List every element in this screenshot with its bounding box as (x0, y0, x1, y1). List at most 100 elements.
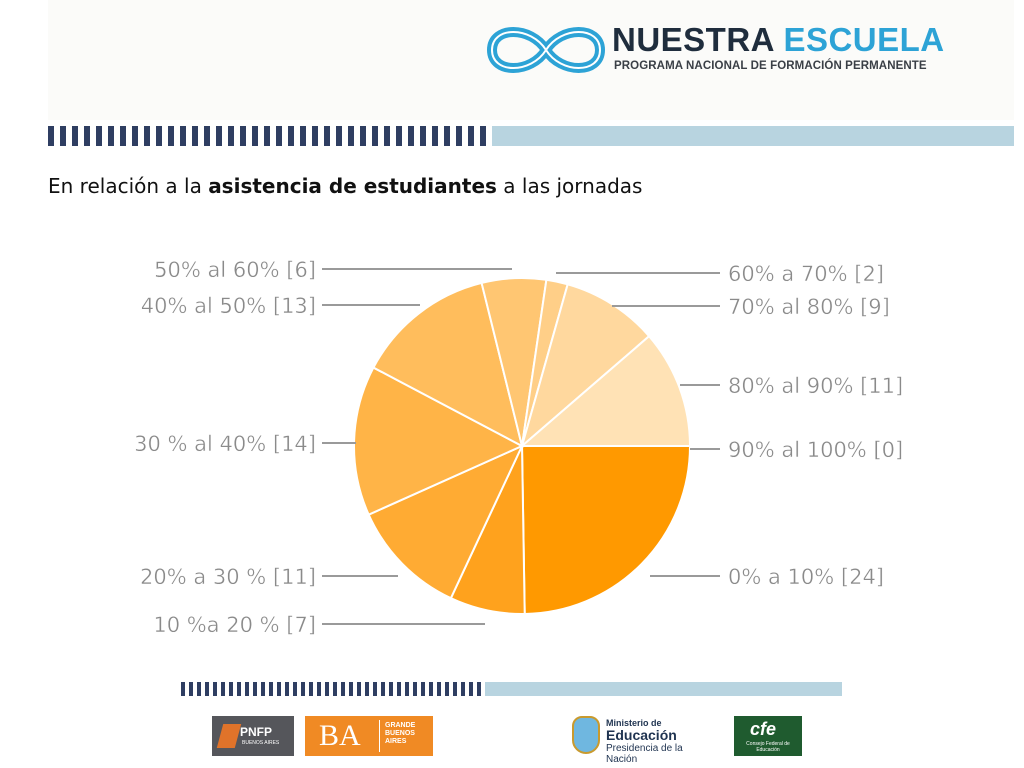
stripe-dash (396, 126, 402, 146)
stripe-dash (365, 682, 369, 696)
stripe-dash (72, 126, 78, 146)
stripe-dash (216, 126, 222, 146)
stripe-dash (405, 682, 409, 696)
stripe-dash (228, 126, 234, 146)
stripe-dash (420, 126, 426, 146)
stripe-dash (156, 126, 162, 146)
ba-sub-line-3: AIRES (385, 738, 407, 745)
ba-divider (379, 720, 380, 752)
stripe-dash (468, 126, 474, 146)
stripe-dash (108, 126, 114, 146)
stripe-dash (189, 682, 193, 696)
stripe-dash (168, 126, 174, 146)
stripe-dash (309, 682, 313, 696)
stripe-dash (213, 682, 217, 696)
brand-word-2: ESCUELA (783, 21, 945, 58)
stripe-dash (372, 126, 378, 146)
stripe-dash (360, 126, 366, 146)
stripe-dash (293, 682, 297, 696)
stripe-dash (381, 682, 385, 696)
stripe-dash (60, 126, 66, 146)
stripe-dash (300, 126, 306, 146)
stripe-dash (221, 682, 225, 696)
stripe-dash (301, 682, 305, 696)
stripe-dash (384, 126, 390, 146)
stripe-dash (269, 682, 273, 696)
stripe-dash (408, 126, 414, 146)
ba-sub-line-2: BUENOS (385, 730, 415, 737)
stripe-dash (204, 126, 210, 146)
slide-title-suffix: a las jornadas (496, 174, 643, 198)
stripe-dash (312, 126, 318, 146)
stripe-dash (373, 682, 377, 696)
stripe-dash (437, 682, 441, 696)
stripe-dash (349, 682, 353, 696)
ministerio-logo: Ministerio de Educación Presidencia de l… (566, 716, 716, 765)
stripe-dash (285, 682, 289, 696)
stripe-dash (264, 126, 270, 146)
pnfp-label: PNFP (240, 725, 273, 739)
stripe-dash (477, 682, 481, 696)
brand-subtitle: PROGRAMA NACIONAL DE FORMACIÓN PERMANENT… (614, 60, 927, 72)
stripe-dash (240, 126, 246, 146)
pie-slice (520, 283, 651, 449)
ministerio-line-2: Educación (606, 727, 677, 743)
cfe-sublabel: Consejo Federal de Educación (746, 741, 790, 753)
pie-slice-label: 30 % al 40% [14] (134, 432, 316, 456)
slide-title-emphasis: asistencia de estudiantes (208, 174, 497, 198)
stripe-dash (429, 682, 433, 696)
stripe-dash (181, 682, 185, 696)
stripe-dash (336, 126, 342, 146)
stripe-dash (397, 682, 401, 696)
argentina-shield-icon (572, 716, 600, 754)
stripe-dash (96, 126, 102, 146)
stripe-dash (453, 682, 457, 696)
stripe-dash (192, 126, 198, 146)
pie-slice-label: 70% al 80% [9] (728, 295, 890, 319)
stripe-dash (432, 126, 438, 146)
stripe-dash (277, 682, 281, 696)
stripe-dash (357, 682, 361, 696)
cfe-logo: cfe Consejo Federal de Educación (734, 716, 802, 756)
stripe-dash (276, 126, 282, 146)
stripe-dash (461, 682, 465, 696)
pie-slice (520, 445, 692, 615)
pie-slice-label: 10 %a 20 % [7] (153, 613, 316, 637)
stripe-dash (237, 682, 241, 696)
ministerio-line-1: Ministerio de (606, 718, 662, 728)
ministerio-line-3: Presidencia de la Nación (606, 743, 683, 765)
stripe-dash (445, 682, 449, 696)
stripe-dash (324, 126, 330, 146)
slide-title: En relación a la asistencia de estudiant… (48, 174, 642, 198)
stripe-dash (252, 126, 258, 146)
slide-title-prefix: En relación a la (48, 174, 209, 198)
stripe-dash (348, 126, 354, 146)
stripe-dash (288, 126, 294, 146)
brand-title: NUESTRA ESCUELA (612, 20, 945, 60)
stripe-dash (84, 126, 90, 146)
pie-slice (372, 281, 524, 448)
stripe-dash (413, 682, 417, 696)
stripe-dash (144, 126, 150, 146)
stripe-dash (469, 682, 473, 696)
stripe-dash (389, 682, 393, 696)
pie-slice-label: 60% a 70% [2] (728, 262, 884, 286)
pie-slice-label: 40% al 50% [13] (141, 294, 316, 318)
stripe-dash (317, 682, 321, 696)
stripe-dash (421, 682, 425, 696)
stripe-dash (120, 126, 126, 146)
ba-sublabel: GRANDE BUENOS AIRES (385, 722, 415, 746)
cfe-label: cfe (750, 719, 777, 739)
stripe-dash (180, 126, 186, 146)
stripe-dash (132, 126, 138, 146)
stripe-dash (341, 682, 345, 696)
stripe-dash (480, 126, 486, 146)
pie-slice-label: 20% a 30 % [11] (140, 565, 316, 589)
stripe-dash (253, 682, 257, 696)
infinity-logo-icon (486, 27, 606, 73)
ba-logo: BA GRANDE BUENOS AIRES (305, 716, 433, 756)
pie-slice-label: 50% al 60% [6] (154, 258, 316, 282)
stripe-dash (333, 682, 337, 696)
pnfp-mark-icon (216, 724, 242, 748)
